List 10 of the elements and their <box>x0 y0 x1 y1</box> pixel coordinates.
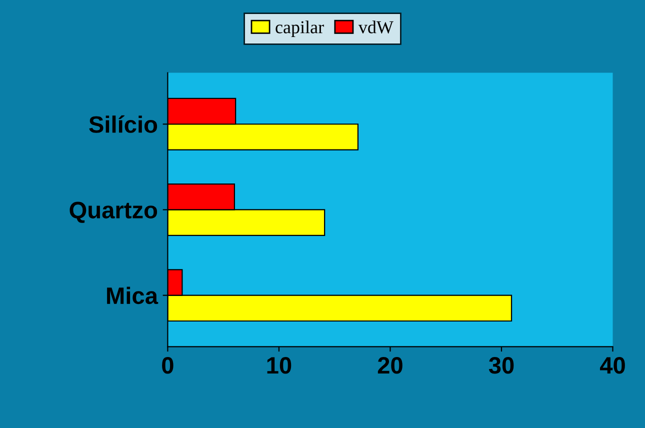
x-tick-label: 30 <box>488 357 514 374</box>
x-tick-label: 20 <box>378 357 402 374</box>
x-tick-label: 10 <box>267 357 292 374</box>
legend-label: capilar <box>276 20 324 38</box>
y-tick-label: Silício <box>89 115 158 133</box>
x-tick-label: 0 <box>162 357 174 374</box>
x-tick-label: 40 <box>600 357 625 374</box>
y-tick-label: Mica <box>107 286 158 304</box>
legend-label: vdW <box>358 20 394 34</box>
y-tick-label: Quartzo <box>70 202 158 223</box>
